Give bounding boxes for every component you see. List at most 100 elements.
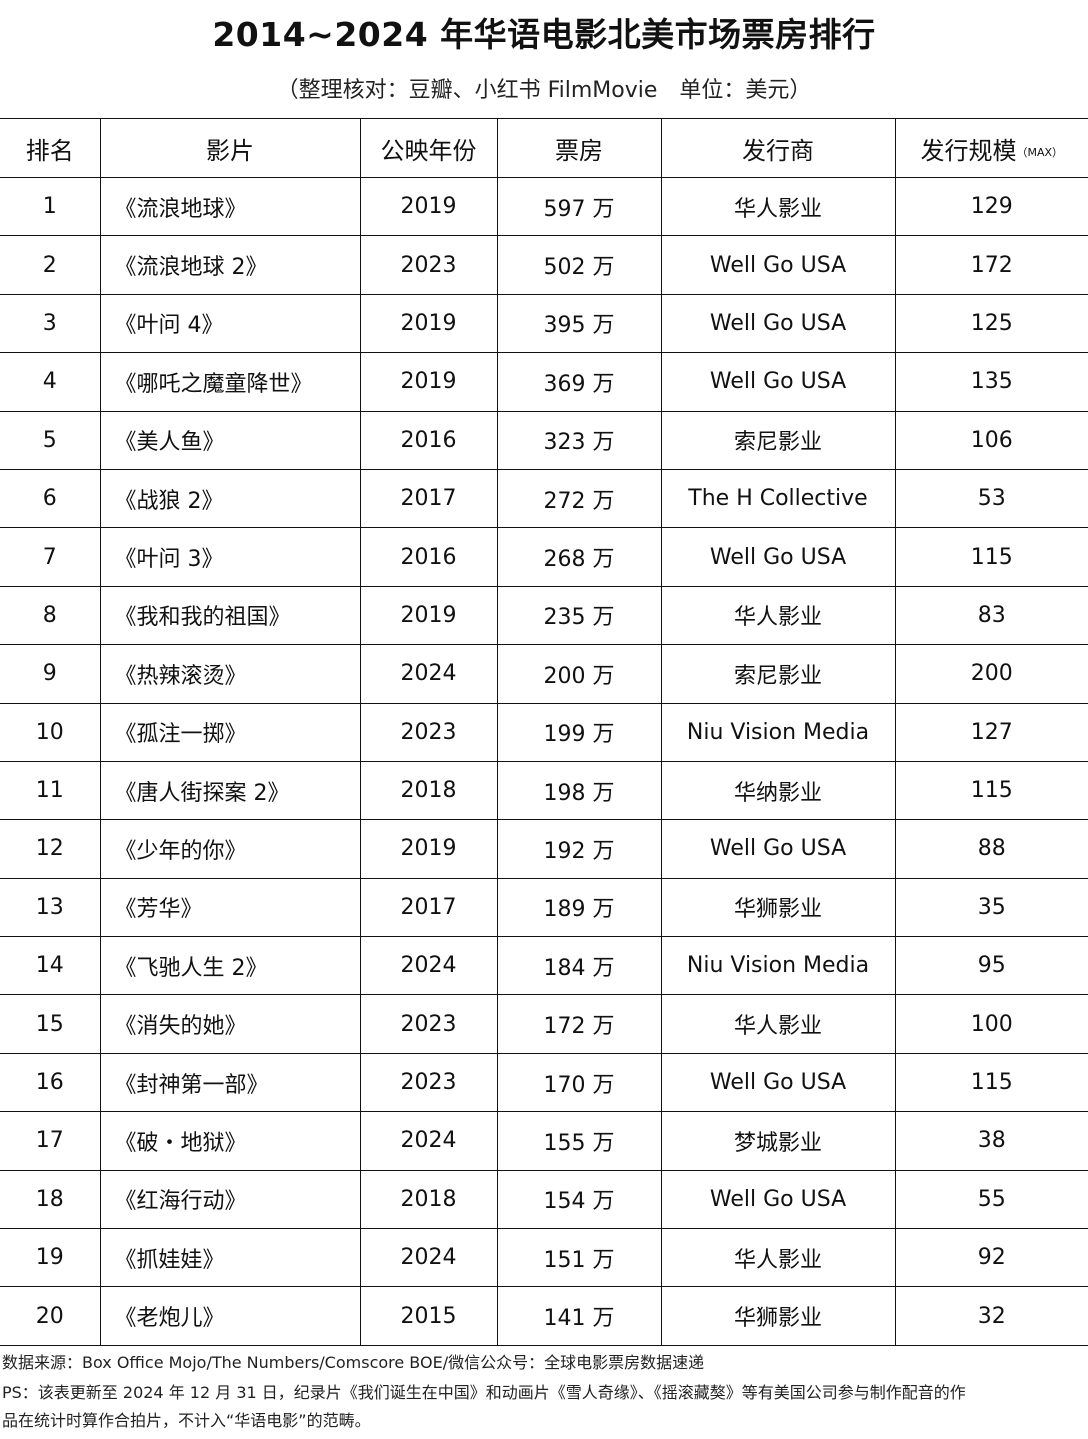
rank-cell: 4 (0, 352, 101, 412)
film-cell: 《破・地狱》 (99, 1111, 361, 1171)
header-release-scale-label: 发行规模 (920, 136, 1017, 165)
rank-cell: 6 (0, 468, 101, 529)
box-office-cell: 199 万 (496, 702, 662, 762)
distributor-cell: 华纳影业 (660, 760, 896, 821)
year-cell: 2019 (359, 176, 498, 237)
release-scale-cell: 115 (894, 1052, 1088, 1113)
year-cell: 2024 (359, 1111, 498, 1171)
rank-cell: 2 (0, 235, 101, 295)
box-office-table: 排名 影片 公映年份 票房 发行商 发行规模（MAX） 1 《流浪地球》 2019 5… (0, 118, 1088, 1346)
film-cell: 《老炮儿》 (99, 1286, 361, 1346)
distributor-cell: 索尼影业 (660, 644, 896, 704)
release-scale-cell: 88 (894, 819, 1088, 879)
distributor-cell: 华人影业 (660, 585, 896, 646)
header-rank: 排名 (0, 118, 101, 178)
release-scale-cell: 200 (894, 644, 1088, 704)
header-max-suffix: （MAX） (1016, 145, 1064, 159)
release-scale-cell: 129 (894, 176, 1088, 237)
year-cell: 2024 (359, 644, 498, 704)
rank-cell: 13 (0, 877, 101, 938)
release-scale-cell: 83 (894, 585, 1088, 646)
release-scale-cell: 115 (894, 527, 1088, 587)
film-cell: 《少年的你》 (99, 819, 361, 879)
film-cell: 《红海行动》 (99, 1169, 361, 1230)
table-row: 12 《少年的你》 2019 192 万 Well Go USA 88 (0, 819, 1088, 879)
table-row: 16 《封神第一部》 2023 170 万 Well Go USA 115 (0, 1052, 1088, 1113)
film-cell: 《唐人街探案 2》 (99, 760, 361, 821)
year-cell: 2015 (359, 1286, 498, 1346)
box-office-cell: 192 万 (496, 819, 662, 879)
table-row: 11 《唐人街探案 2》 2018 198 万华纳影业 115 (0, 760, 1088, 821)
box-office-cell: 395 万 (496, 293, 662, 354)
box-office-cell: 170 万 (496, 1052, 662, 1113)
year-cell: 2018 (359, 760, 498, 821)
page-subtitle: （整理核对：豆瓣、小红书 FilmMovie 单位：美元） (276, 78, 812, 103)
release-scale-cell: 100 (894, 994, 1088, 1054)
table-header-row: 排名 影片 公映年份 票房 发行商 发行规模（MAX） (0, 118, 1088, 178)
rank-cell: 10 (0, 702, 101, 762)
table-row: 6 《战狼 2》 2017 272 万 The H Collective 53 (0, 468, 1088, 529)
table-row: 7 《叶问 3》 2016 268 万 Well Go USA 115 (0, 527, 1088, 587)
release-scale-cell: 172 (894, 235, 1088, 295)
distributor-cell: 华人影业 (660, 1228, 896, 1288)
rank-cell: 12 (0, 819, 101, 879)
release-scale-cell: 53 (894, 468, 1088, 529)
release-scale-cell: 115 (894, 760, 1088, 821)
distributor-cell: 华狮影业 (660, 877, 896, 938)
year-cell: 2017 (359, 877, 498, 938)
year-cell: 2018 (359, 1169, 498, 1230)
rank-cell: 17 (0, 1111, 101, 1171)
year-cell: 2023 (359, 994, 498, 1054)
box-office-cell: 155 万 (496, 1111, 662, 1171)
film-cell: 《美人鱼》 (99, 410, 361, 470)
table-row: 13 《芳华》 2017 189 万华狮影业 35 (0, 877, 1088, 938)
box-office-cell: 597 万 (496, 176, 662, 237)
table-row: 20 《老炮儿》 2015 141 万华狮影业 32 (0, 1286, 1088, 1346)
table-row: 1 《流浪地球》 2019 597 万华人影业 129 (0, 176, 1088, 237)
box-office-cell: 184 万 (496, 936, 662, 996)
release-scale-cell: 92 (894, 1228, 1088, 1288)
box-office-cell: 154 万 (496, 1169, 662, 1230)
distributor-cell: Well Go USA (660, 293, 896, 354)
release-scale-cell: 38 (894, 1111, 1088, 1171)
table-row: 10 《孤注一掷》 2023 199 万 Niu Vision Media 127 (0, 702, 1088, 762)
distributor-cell: Well Go USA (660, 819, 896, 879)
film-cell: 《叶问 4》 (99, 293, 361, 354)
year-cell: 2016 (359, 410, 498, 470)
film-cell: 《我和我的祖国》 (99, 585, 361, 646)
release-scale-cell: 55 (894, 1169, 1088, 1230)
box-office-cell: 268 万 (496, 527, 662, 587)
table-row: 4 《哪吒之魔童降世》 2019 369 万 Well Go USA 135 (0, 352, 1088, 412)
rank-cell: 9 (0, 644, 101, 704)
box-office-cell: 502 万 (496, 235, 662, 295)
table-row: 14 《飞驰人生 2》 2024 184 万 Niu Vision Media 95 (0, 936, 1088, 996)
rank-cell: 18 (0, 1169, 101, 1230)
distributor-cell: Well Go USA (660, 235, 896, 295)
rank-cell: 19 (0, 1228, 101, 1288)
distributor-cell: Well Go USA (660, 527, 896, 587)
header-box-office: 票房 (496, 118, 662, 178)
film-cell: 《流浪地球》 (99, 176, 361, 237)
table-row: 15 《消失的她》 2023 172 万华人影业 100 (0, 994, 1088, 1054)
film-cell: 《哪吒之魔童降世》 (99, 352, 361, 412)
film-cell: 《封神第一部》 (99, 1052, 361, 1113)
box-office-cell: 200 万 (496, 644, 662, 704)
distributor-cell: 梦城影业 (660, 1111, 896, 1171)
table-row: 19 《抓娃娃》 2024 151 万华人影业 92 (0, 1228, 1088, 1288)
year-cell: 2019 (359, 352, 498, 412)
film-cell: 《战狼 2》 (99, 468, 361, 529)
rank-cell: 1 (0, 176, 101, 237)
footer-ps-line1: PS：该表更新至 2024 年 12 月 31 日，纪录片《我们诞生在中国》和动… (2, 1383, 966, 1402)
distributor-cell: 华狮影业 (660, 1286, 896, 1346)
year-cell: 2023 (359, 1052, 498, 1113)
page-title: 2014~2024 年华语电影北美市场票房排行 (212, 15, 876, 54)
film-cell: 《飞驰人生 2》 (99, 936, 361, 996)
distributor-cell: Niu Vision Media (660, 936, 896, 996)
film-cell: 《消失的她》 (99, 994, 361, 1054)
box-office-cell: 172 万 (496, 994, 662, 1054)
release-scale-cell: 106 (894, 410, 1088, 470)
table-row: 17 《破・地狱》 2024 155 万梦城影业 38 (0, 1111, 1088, 1171)
year-cell: 2023 (359, 235, 498, 295)
box-office-cell: 189 万 (496, 877, 662, 938)
year-cell: 2019 (359, 293, 498, 354)
